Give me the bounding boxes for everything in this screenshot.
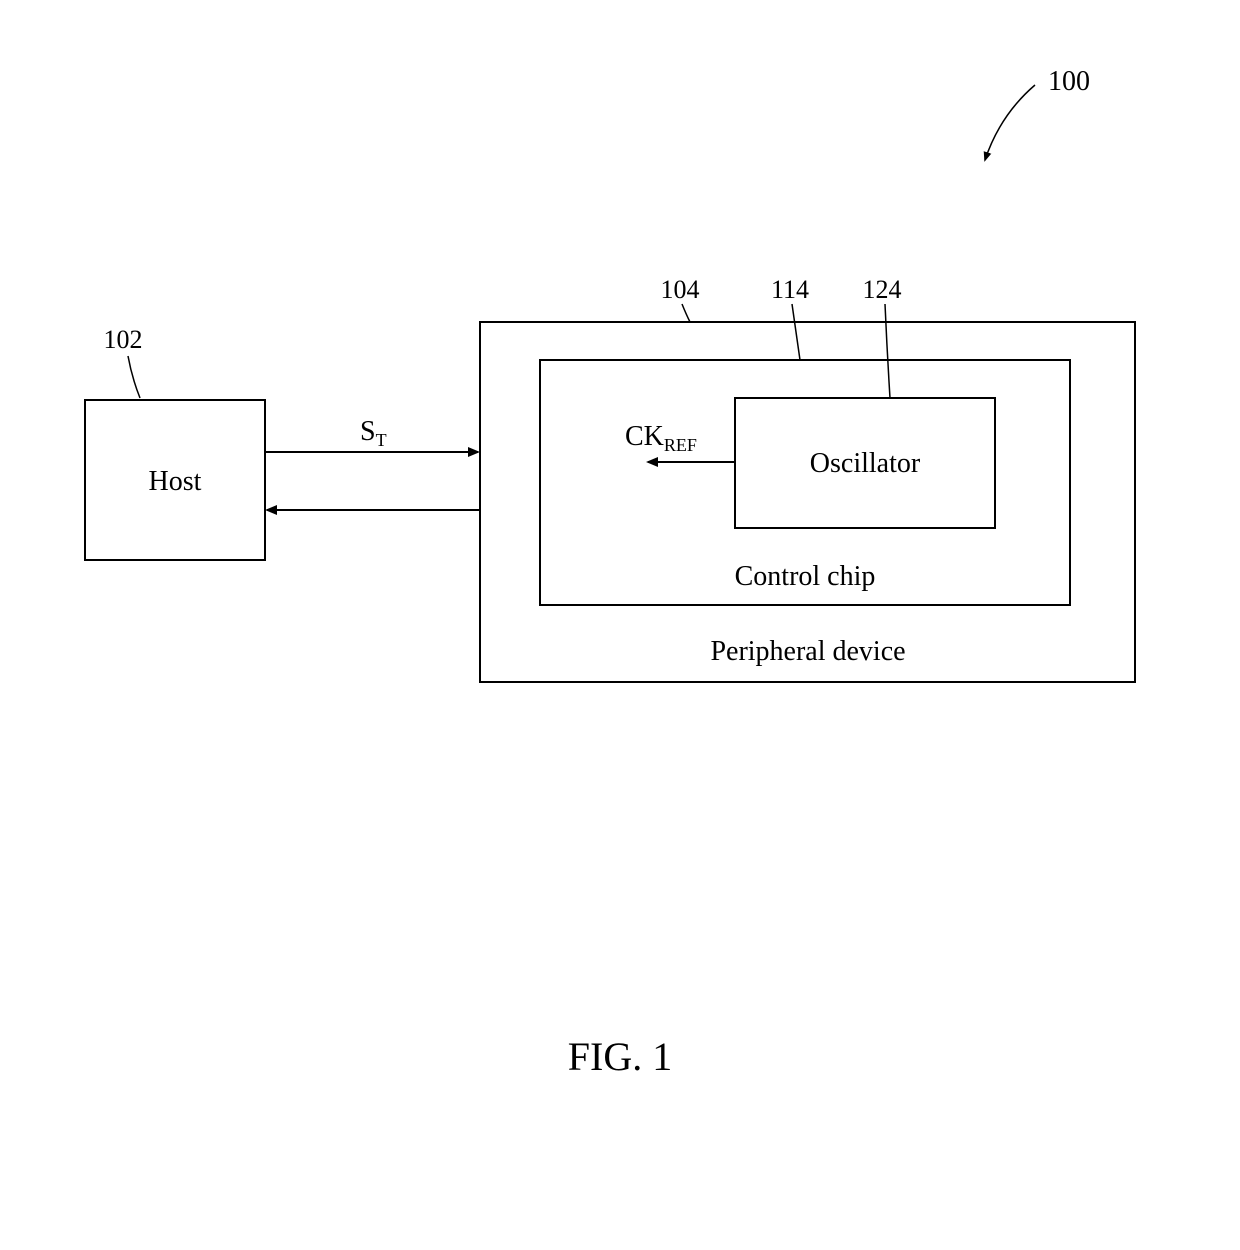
control-chip-ref-leader [792, 304, 800, 360]
peripheral-label: Peripheral device [710, 636, 905, 667]
peripheral-ref-label: 104 [661, 275, 700, 304]
peripheral-ref-leader [682, 304, 690, 322]
host-ref-leader [128, 356, 140, 398]
oscillator-ref-label: 124 [863, 275, 902, 304]
overall-ref-label: 100 [1048, 66, 1090, 97]
control-chip-label: Control chip [735, 561, 876, 592]
peripheral-box [480, 322, 1135, 682]
host-label: Host [149, 466, 202, 497]
signal-st-label: ST [360, 416, 387, 450]
figure-caption: FIG. 1 [568, 1034, 672, 1079]
oscillator-label: Oscillator [810, 448, 921, 479]
oscillator-ref-leader [885, 304, 890, 398]
overall-ref-leader [985, 85, 1035, 160]
control-chip-ref-label: 114 [771, 275, 809, 304]
signal-ckref-label: CKREF [625, 421, 697, 455]
host-ref-label: 102 [104, 325, 143, 354]
